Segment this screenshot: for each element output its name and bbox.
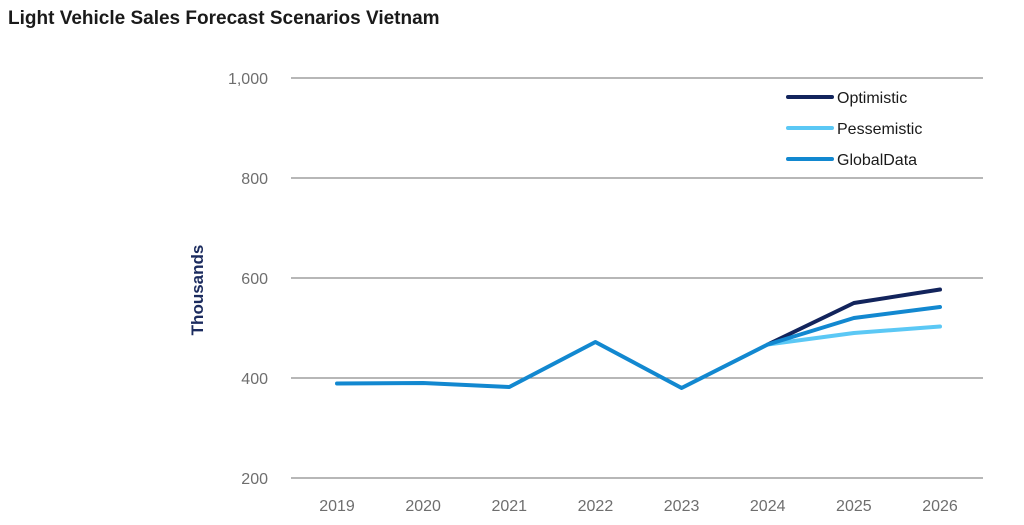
legend-label-optimistic: Optimistic bbox=[837, 90, 907, 107]
x-tick-label: 2024 bbox=[750, 498, 786, 515]
y-tick-label: 1,000 bbox=[228, 71, 268, 88]
y-tick-label: 400 bbox=[241, 371, 268, 388]
y-tick-label: 800 bbox=[241, 171, 268, 188]
y-axis-title: Thousands bbox=[188, 245, 207, 336]
x-tick-label: 2022 bbox=[578, 498, 614, 515]
x-tick-label: 2026 bbox=[922, 498, 958, 515]
gridlines bbox=[291, 77, 983, 479]
legend: Optimistic Pessemistic GlobalData bbox=[786, 90, 922, 169]
series-line-globaldata bbox=[335, 305, 942, 390]
y-tick-label: 600 bbox=[241, 271, 268, 288]
x-tick-label: 2020 bbox=[405, 498, 441, 515]
x-tick-label: 2025 bbox=[836, 498, 872, 515]
chart-title: Light Vehicle Sales Forecast Scenarios V… bbox=[8, 8, 440, 29]
series-line-pessemistic bbox=[765, 324, 942, 347]
x-tick-label: 2019 bbox=[319, 498, 355, 515]
legend-label-globaldata: GlobalData bbox=[837, 152, 917, 169]
legend-label-pessemistic: Pessemistic bbox=[837, 121, 922, 138]
y-tick-label: 200 bbox=[241, 471, 268, 488]
y-axis-ticks: 200 400 600 800 1,000 bbox=[228, 71, 268, 488]
series-line-optimistic bbox=[765, 287, 942, 347]
x-tick-label: 2021 bbox=[491, 498, 527, 515]
series-lines bbox=[335, 287, 942, 390]
x-tick-label: 2023 bbox=[664, 498, 700, 515]
x-axis-ticks: 2019 2020 2021 2022 2023 2024 2025 2026 bbox=[319, 498, 958, 515]
